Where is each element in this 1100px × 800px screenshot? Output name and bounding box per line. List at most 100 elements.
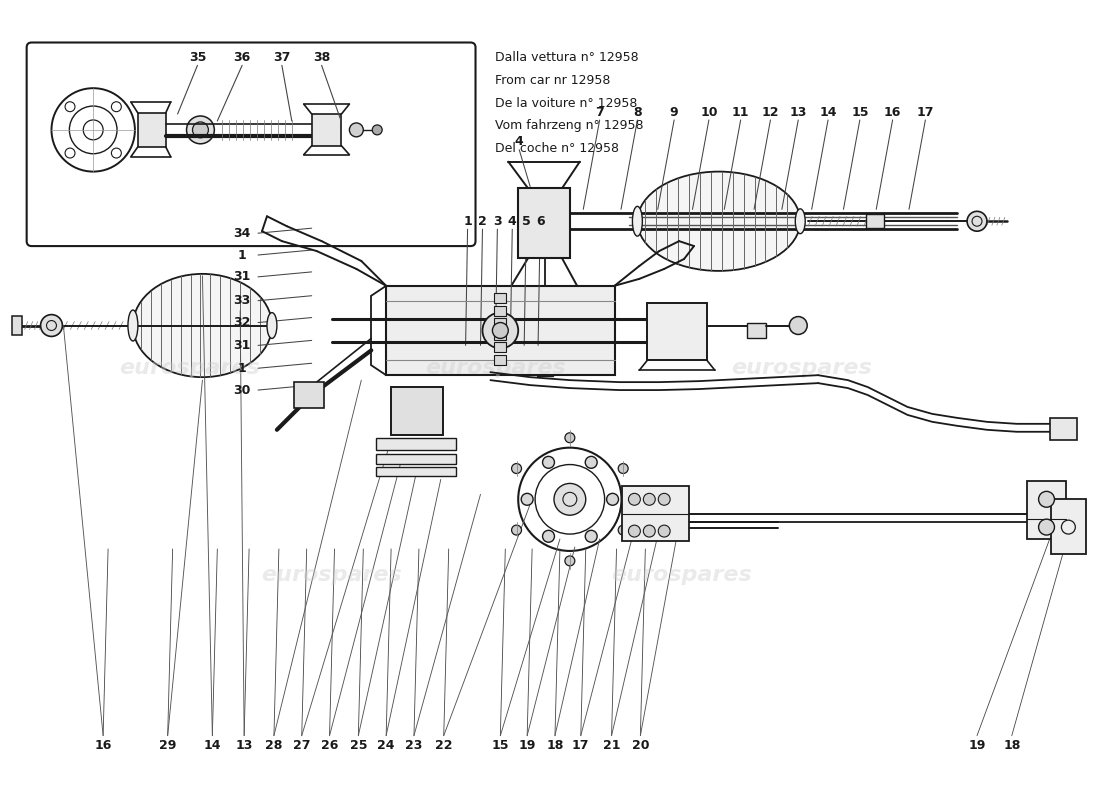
Bar	[494, 306, 506, 315]
Text: eurospares: eurospares	[610, 565, 751, 585]
Bar	[376, 466, 455, 477]
Bar	[386, 286, 615, 375]
Bar	[494, 330, 506, 341]
Text: 13: 13	[790, 106, 807, 118]
Text: 28: 28	[265, 739, 283, 752]
Circle shape	[644, 494, 656, 506]
Ellipse shape	[632, 206, 642, 236]
Text: 17: 17	[916, 106, 934, 118]
Text: eurospares: eurospares	[119, 358, 260, 378]
Text: Vom fahrzeng n° 12958: Vom fahrzeng n° 12958	[495, 119, 644, 133]
Text: 6: 6	[536, 214, 544, 228]
Circle shape	[512, 463, 521, 474]
Circle shape	[565, 433, 575, 442]
Text: 4: 4	[515, 135, 524, 148]
Text: eurospares: eurospares	[730, 358, 871, 378]
Text: 14: 14	[204, 739, 221, 752]
Bar	[537, 364, 553, 376]
Bar	[494, 293, 506, 302]
Text: 37: 37	[273, 51, 290, 64]
Bar	[747, 322, 767, 338]
FancyBboxPatch shape	[26, 42, 475, 246]
Bar	[1049, 418, 1077, 440]
Text: 1: 1	[238, 362, 246, 374]
Circle shape	[187, 116, 214, 144]
Circle shape	[493, 322, 508, 338]
Circle shape	[192, 122, 208, 138]
Text: Dalla vettura n° 12958: Dalla vettura n° 12958	[495, 51, 639, 64]
Text: 33: 33	[233, 294, 251, 307]
Text: 24: 24	[377, 739, 395, 752]
Circle shape	[41, 314, 63, 337]
Text: 2: 2	[478, 214, 487, 228]
Text: From car nr 12958: From car nr 12958	[495, 74, 610, 86]
Circle shape	[644, 525, 656, 537]
Circle shape	[1038, 519, 1055, 535]
Circle shape	[618, 463, 628, 474]
Circle shape	[565, 556, 575, 566]
Circle shape	[483, 313, 518, 348]
Circle shape	[618, 525, 628, 535]
Text: 32: 32	[233, 316, 251, 329]
Text: 22: 22	[434, 739, 452, 752]
Bar	[12, 315, 22, 335]
Circle shape	[967, 211, 987, 231]
Circle shape	[585, 530, 597, 542]
Text: 23: 23	[405, 739, 422, 752]
Text: 17: 17	[572, 739, 590, 752]
Bar	[311, 114, 341, 146]
Text: 10: 10	[700, 106, 717, 118]
Bar	[1052, 499, 1086, 554]
Text: 11: 11	[732, 106, 749, 118]
Text: 19: 19	[518, 739, 536, 752]
Text: 15: 15	[492, 739, 509, 752]
Text: 18: 18	[547, 739, 563, 752]
Circle shape	[542, 530, 554, 542]
Ellipse shape	[795, 209, 805, 234]
Text: 15: 15	[851, 106, 869, 118]
Text: 4: 4	[508, 214, 517, 228]
Circle shape	[628, 525, 640, 537]
Circle shape	[521, 494, 534, 506]
Text: eurospares: eurospares	[261, 565, 402, 585]
Text: 34: 34	[233, 226, 251, 240]
Text: 16: 16	[884, 106, 901, 118]
Text: 13: 13	[235, 739, 253, 752]
Bar	[866, 214, 883, 228]
Text: 25: 25	[350, 739, 367, 752]
Text: 16: 16	[95, 739, 112, 752]
Bar	[621, 486, 689, 541]
Text: 36: 36	[233, 51, 251, 64]
Circle shape	[658, 525, 670, 537]
Text: 31: 31	[233, 339, 251, 352]
Bar	[376, 438, 455, 450]
Bar	[647, 302, 707, 360]
Circle shape	[512, 525, 521, 535]
Bar	[294, 382, 323, 408]
Text: 8: 8	[634, 106, 641, 118]
Text: 18: 18	[1003, 739, 1021, 752]
Bar	[494, 355, 506, 366]
Text: 38: 38	[314, 51, 330, 64]
Circle shape	[585, 456, 597, 468]
Circle shape	[542, 456, 554, 468]
Text: 27: 27	[293, 739, 310, 752]
Text: 19: 19	[968, 739, 986, 752]
Text: 3: 3	[493, 214, 502, 228]
Circle shape	[658, 494, 670, 506]
Circle shape	[606, 494, 618, 506]
Text: 5: 5	[521, 214, 530, 228]
Bar	[138, 113, 166, 146]
Text: 20: 20	[631, 739, 649, 752]
Circle shape	[350, 123, 363, 137]
Text: 21: 21	[603, 739, 620, 752]
Bar	[1026, 482, 1066, 539]
Text: 31: 31	[233, 270, 251, 283]
Text: 7: 7	[595, 106, 604, 118]
Bar	[518, 189, 570, 258]
Text: 1: 1	[463, 214, 472, 228]
Ellipse shape	[133, 274, 272, 377]
Text: 9: 9	[670, 106, 679, 118]
Circle shape	[790, 317, 807, 334]
Ellipse shape	[128, 310, 138, 341]
